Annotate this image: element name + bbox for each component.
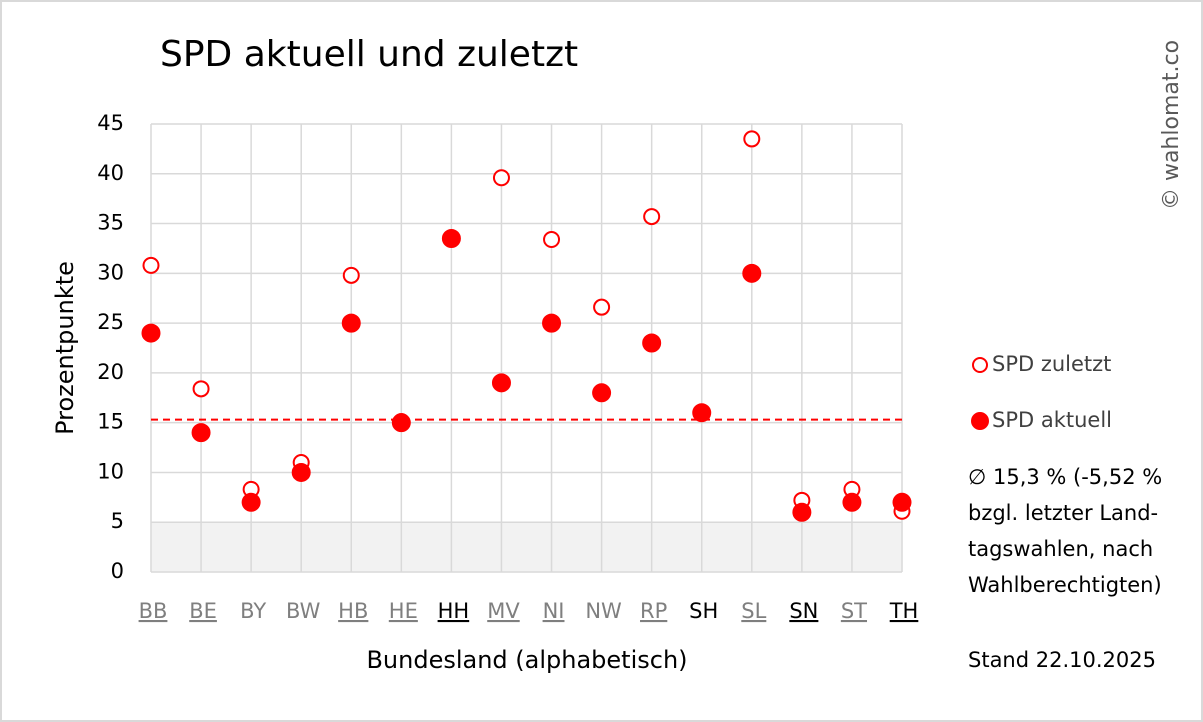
annotation: tagswahlen, nach <box>968 537 1153 561</box>
data-point <box>593 298 611 316</box>
x-tick-label: NW <box>585 599 622 623</box>
data-point <box>191 423 211 443</box>
chart-title: SPD aktuell und zuletzt <box>160 34 578 75</box>
x-tick-label: SH <box>689 599 718 623</box>
data-point <box>142 256 160 274</box>
x-tick-label: RP <box>640 599 667 623</box>
y-tick-label: 25 <box>97 310 124 334</box>
annotation: bzgl. letzter Land- <box>968 501 1158 525</box>
data-point <box>743 130 761 148</box>
y-tick-label: 15 <box>97 410 124 434</box>
y-tick-label: 40 <box>97 161 124 185</box>
annotation: ∅ 15,3 % (-5,52 % <box>968 465 1162 489</box>
legend-label: SPD zuletzt <box>992 352 1111 376</box>
x-tick-label: SN <box>789 599 818 623</box>
x-tick-label: SL <box>741 599 766 623</box>
y-tick-label: 20 <box>97 360 124 384</box>
data-point <box>491 373 511 393</box>
annotation: Wahlberechtigten) <box>968 573 1162 597</box>
x-tick-label: ST <box>841 599 867 623</box>
data-point <box>492 169 510 187</box>
legend-marker <box>971 412 989 430</box>
x-tick-label: NI <box>543 599 565 623</box>
x-tick-label: BW <box>286 599 321 623</box>
y-axis-label: Prozentpunkte <box>51 261 79 435</box>
y-tick-label: 30 <box>97 260 124 284</box>
data-point <box>592 383 612 403</box>
data-point <box>291 462 311 482</box>
data-point <box>742 263 762 283</box>
threshold-band <box>151 522 902 572</box>
data-point <box>643 208 661 226</box>
data-point <box>543 230 561 248</box>
data-point <box>192 380 210 398</box>
y-tick-label: 10 <box>97 459 124 483</box>
data-point <box>341 313 361 333</box>
x-axis-label: Bundesland (alphabetisch) <box>366 646 687 674</box>
y-tick-label: 45 <box>97 111 124 135</box>
data-point <box>542 313 562 333</box>
legend-label: SPD aktuell <box>992 408 1112 432</box>
data-point <box>642 333 662 353</box>
data-point <box>391 413 411 433</box>
x-tick-label: HE <box>389 599 418 623</box>
data-point <box>692 403 712 423</box>
y-tick-label: 35 <box>97 211 124 235</box>
data-point <box>792 502 812 522</box>
x-tick-label: HH <box>438 599 470 623</box>
date-note: Stand 22.10.2025 <box>968 648 1156 672</box>
y-tick-label: 0 <box>111 559 124 583</box>
data-point <box>842 492 862 512</box>
x-tick-label: MV <box>487 599 520 623</box>
data-point <box>141 323 161 343</box>
data-point <box>342 266 360 284</box>
data-point <box>892 492 912 512</box>
data-point <box>441 228 461 248</box>
x-tick-label: BE <box>189 599 217 623</box>
x-tick-label: HB <box>338 599 368 623</box>
data-point <box>241 492 261 512</box>
legend-marker <box>972 357 988 373</box>
x-tick-label: BY <box>240 599 266 623</box>
x-tick-label: TH <box>889 599 919 623</box>
x-tick-label: BB <box>139 599 168 623</box>
y-tick-label: 5 <box>111 509 124 533</box>
watermark: © wahlomat.co <box>1159 40 1184 210</box>
